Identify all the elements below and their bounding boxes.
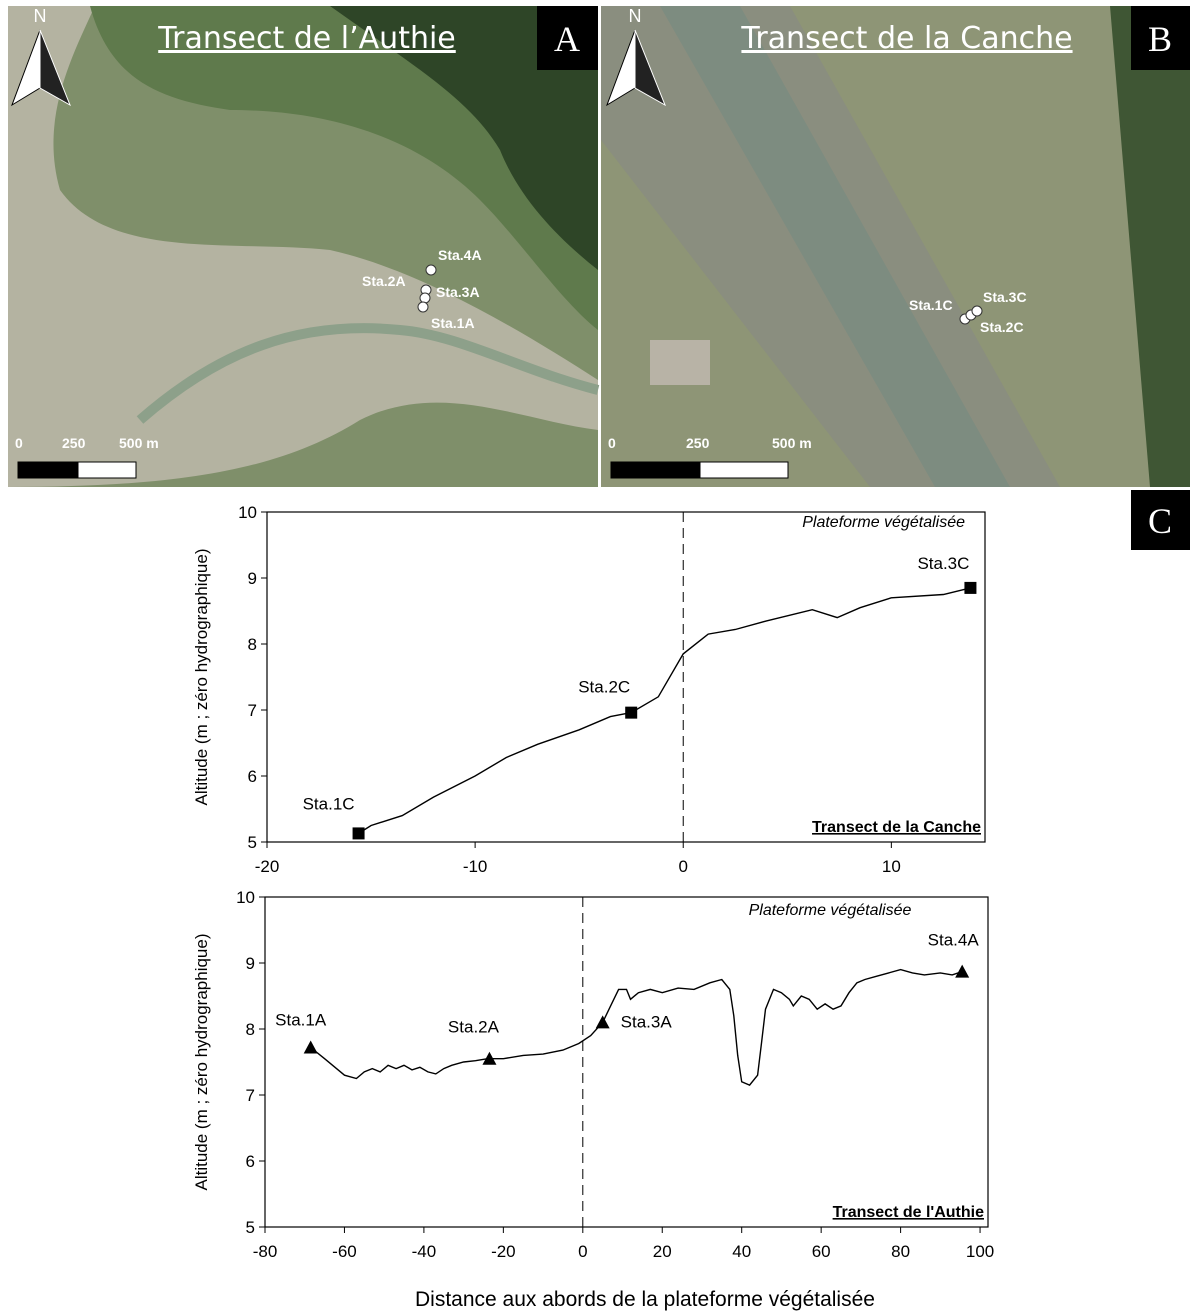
x-tick-label: 100 (966, 1242, 994, 1261)
y-tick-label: 6 (248, 767, 257, 786)
scale-label: 500 m (772, 435, 812, 451)
north-label: N (34, 6, 47, 26)
station-dot (425, 264, 437, 276)
station-label: Sta.2C (578, 678, 630, 697)
annotation: Plateforme végétalisée (802, 514, 965, 531)
transect-label: Transect de la Canche (812, 819, 981, 836)
station-label: Sta.1A (275, 1010, 327, 1029)
y-tick-label: 6 (246, 1152, 255, 1171)
x-tick-label: 80 (891, 1242, 910, 1261)
y-tick-label: 8 (246, 1020, 255, 1039)
river (660, 6, 1010, 487)
y-tick-label: 9 (248, 569, 257, 588)
station-label: Sta.4A (438, 247, 482, 263)
x-axis-label: Distance aux abords de la plateforme vég… (415, 1288, 875, 1311)
scale-bar (17, 461, 79, 479)
x-tick-label: 10 (882, 857, 901, 876)
panel-letter: A (554, 19, 580, 59)
station-label: Sta.1A (431, 315, 475, 331)
station-label: Sta.1C (303, 794, 355, 813)
line (358, 587, 971, 834)
station-marker (964, 581, 977, 594)
station-marker (482, 1051, 497, 1065)
station-marker (303, 1040, 318, 1054)
forest (1110, 6, 1190, 487)
forest (330, 6, 598, 270)
scale-label: 0 (15, 435, 23, 451)
y-tick-label: 5 (248, 833, 257, 852)
station-marker (595, 1015, 610, 1029)
annotation: Plateforme végétalisée (749, 902, 912, 919)
x-tick-label: -80 (253, 1242, 278, 1261)
plot-frame (266, 511, 986, 843)
x-tick-label: -40 (412, 1242, 437, 1261)
x-tick-label: -10 (463, 857, 488, 876)
x-tick-label: -20 (255, 857, 280, 876)
station-label: Sta.3C (917, 554, 969, 573)
station-label: Sta.3A (436, 284, 480, 300)
map-title: Transect de l’Authie (157, 21, 456, 56)
north-arrow (39, 29, 71, 107)
y-tick-label: 5 (246, 1218, 255, 1237)
plot-frame (264, 896, 989, 1228)
scale-label: 250 (686, 435, 710, 451)
station-marker (955, 964, 970, 978)
station-label: Sta.2C (980, 319, 1024, 335)
x-tick-label: 60 (812, 1242, 831, 1261)
station-label: Sta.2A (362, 273, 406, 289)
station-marker (625, 706, 638, 719)
scale-label: 0 (608, 435, 616, 451)
line (310, 968, 963, 1086)
y-tick-label: 7 (248, 701, 257, 720)
scale-bar (610, 461, 701, 479)
panel-box (1131, 6, 1190, 70)
north-label: N (629, 6, 642, 26)
station-label: Sta.3A (621, 1012, 673, 1031)
station-dot (417, 301, 429, 313)
transect-label: Transect de l'Authie (833, 1204, 985, 1221)
x-tick-label: -20 (491, 1242, 516, 1261)
x-tick-label: -60 (332, 1242, 357, 1261)
y-tick-label: 10 (238, 503, 257, 522)
north-arrow (634, 29, 666, 107)
y-tick-label: 10 (236, 888, 255, 907)
panel-letter: C (1148, 501, 1172, 541)
y-tick-label: 8 (248, 635, 257, 654)
building-area (650, 340, 710, 385)
station-label: Sta.1C (909, 297, 953, 313)
station-label: Sta.3C (983, 289, 1027, 305)
y-axis-label: Altitude (m ; zéro hydrographique) (192, 933, 211, 1190)
y-axis-label: Altitude (m ; zéro hydrographique) (192, 548, 211, 805)
x-tick-label: 0 (578, 1242, 587, 1261)
map-b: N Transect de la Canche B Sta.1C Sta.3C … (601, 6, 1190, 487)
y-tick-label: 7 (246, 1086, 255, 1105)
x-tick-label: 20 (653, 1242, 672, 1261)
station-dot (971, 305, 983, 317)
panel-box (537, 6, 598, 70)
y-tick-label: 9 (246, 954, 255, 973)
station-label: Sta.2A (448, 1018, 500, 1037)
map-a: N Transect de l’Authie A Sta.4A Sta.2A S… (8, 6, 600, 487)
scale-bar (77, 461, 137, 479)
scale-bar (699, 461, 789, 479)
station-dot (419, 292, 431, 304)
panel-letter: B (1148, 19, 1172, 59)
scale-label: 500 m (119, 435, 159, 451)
x-tick-label: 40 (732, 1242, 751, 1261)
panel-box (1131, 490, 1190, 550)
station-marker (352, 827, 365, 840)
station-label: Sta.4A (928, 931, 980, 950)
scale-label: 250 (62, 435, 86, 451)
x-tick-label: 0 (678, 857, 687, 876)
tidal-flat (8, 6, 598, 487)
channel (136, 323, 600, 424)
map-title: Transect de la Canche (740, 21, 1072, 56)
